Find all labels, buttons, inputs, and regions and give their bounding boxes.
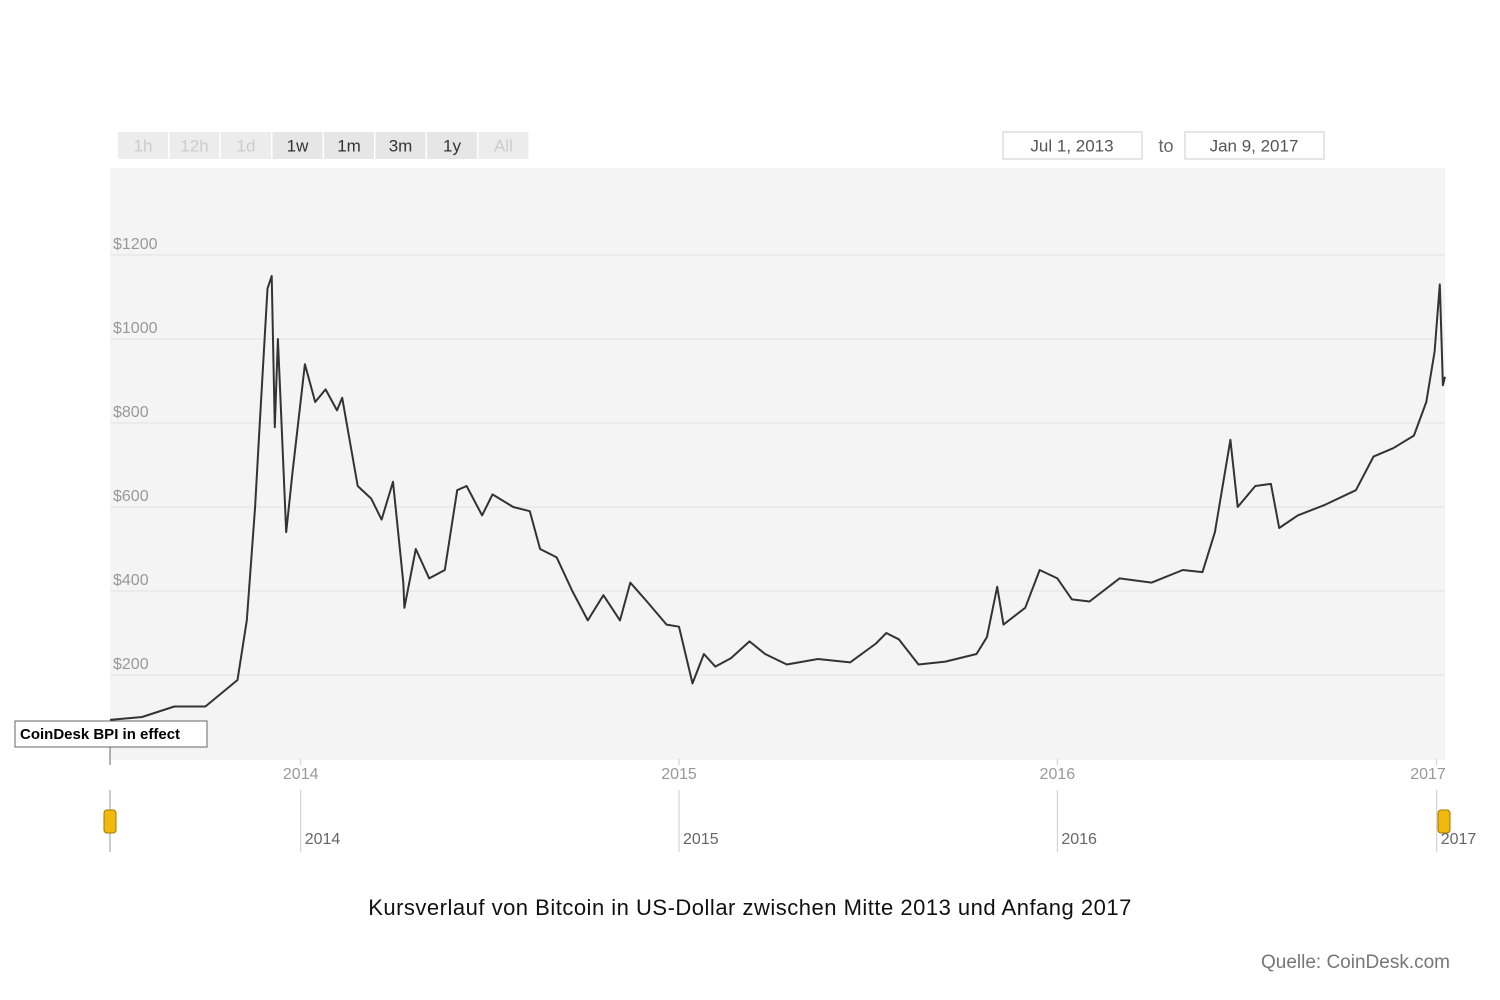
range-button[interactable] <box>375 132 426 159</box>
date-to: Jan 9, 2017 <box>1210 136 1299 155</box>
range-button <box>118 132 168 159</box>
caption: Kursverlauf von Bitcoin in US-Dollar zwi… <box>368 895 1132 920</box>
range-button <box>221 132 271 159</box>
range-button-label: 1w <box>287 136 309 155</box>
x-tick-label: 2014 <box>283 766 319 783</box>
range-button <box>478 132 529 159</box>
y-tick-label: $400 <box>113 572 149 589</box>
plot-area <box>110 168 1445 760</box>
range-button-label: 1d <box>237 136 256 155</box>
date-from-box[interactable] <box>1002 131 1143 160</box>
navigator-label: 2014 <box>305 831 341 848</box>
annotation-box <box>14 720 208 748</box>
date-to-box[interactable] <box>1184 131 1325 160</box>
range-button[interactable] <box>324 132 374 159</box>
range-button-label: All <box>494 136 513 155</box>
x-tick-label: 2016 <box>1040 766 1076 783</box>
navigator-handle[interactable] <box>1437 809 1451 834</box>
annotation: CoinDesk BPI in effect <box>20 726 180 743</box>
date-separator: to <box>1158 136 1173 156</box>
y-tick-label: $1000 <box>113 320 158 337</box>
source: Quelle: CoinDesk.com <box>1261 952 1450 973</box>
y-tick-label: $1200 <box>113 236 158 253</box>
range-button[interactable] <box>272 132 323 159</box>
y-tick-label: $200 <box>113 656 149 673</box>
price-line <box>109 275 1446 721</box>
navigator-handle[interactable] <box>103 809 117 834</box>
y-tick-label: $600 <box>113 488 149 505</box>
navigator-label: 2015 <box>683 831 719 848</box>
range-button-label: 1h <box>134 136 153 155</box>
navigator-label: 2017 <box>1441 831 1477 848</box>
range-button-label: 3m <box>389 136 413 155</box>
range-button <box>169 132 220 159</box>
x-tick-label: 2017 <box>1410 766 1446 783</box>
range-button-label: 1y <box>443 136 461 155</box>
range-button-label: 1m <box>337 136 361 155</box>
date-from: Jul 1, 2013 <box>1030 136 1113 155</box>
range-button-label: 12h <box>180 136 208 155</box>
x-tick-label: 2015 <box>661 766 697 783</box>
navigator-label: 2016 <box>1061 831 1097 848</box>
y-tick-label: $800 <box>113 404 149 421</box>
range-button[interactable] <box>427 132 477 159</box>
